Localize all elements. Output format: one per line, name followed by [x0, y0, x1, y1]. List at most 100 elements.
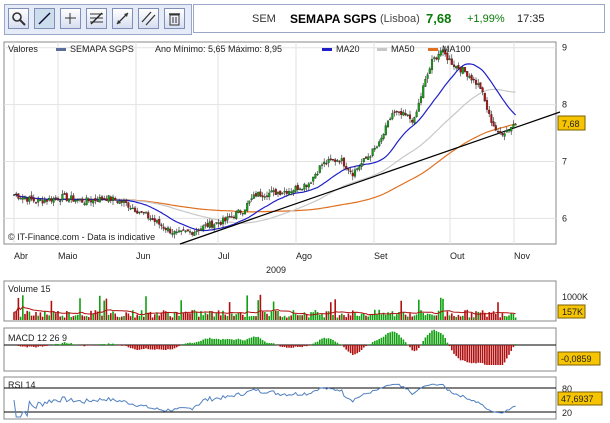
volume-bar [244, 316, 246, 320]
candle-body [268, 192, 271, 198]
volume-bar [345, 317, 347, 320]
candle-body [301, 188, 304, 191]
macd-histogram-bar [143, 345, 145, 349]
ma50-legend: MA50 [391, 44, 415, 54]
volume-bar [224, 314, 226, 320]
macd-label: MACD 12 26 9 [8, 333, 67, 343]
candle-body [419, 96, 423, 103]
volume-bar [437, 310, 440, 320]
volume-bar [92, 313, 94, 320]
volume-bar [442, 298, 444, 320]
volume-bar [264, 312, 266, 320]
volume-bar [514, 317, 517, 320]
macd-histogram-bar [488, 345, 490, 365]
volume-bar [279, 316, 281, 320]
macd-histogram-bar [193, 342, 196, 345]
candle-body [452, 64, 456, 67]
candle-body [375, 146, 379, 149]
volume-bar [510, 313, 512, 320]
volume-bar [220, 315, 222, 320]
crosshair-tool-button[interactable] [60, 8, 81, 29]
candle-body [127, 202, 130, 208]
expand-tool-button[interactable] [112, 8, 133, 29]
volume-bar [215, 313, 218, 320]
macd-histogram-bar [409, 345, 411, 348]
volume-bar [336, 317, 339, 320]
macd-histogram-bar [336, 342, 339, 345]
macd-histogram-bar [369, 344, 372, 345]
volume-bar [103, 300, 105, 320]
volume-bar [209, 310, 211, 320]
macd-histogram-bar [242, 340, 244, 345]
macd-histogram-bar [211, 338, 213, 345]
macd-histogram-bar [248, 338, 251, 345]
volume-bar [312, 312, 314, 320]
candle-body [320, 164, 324, 166]
macd-histogram-bar [68, 343, 70, 345]
time-tick-label: Abr [14, 251, 28, 261]
macd-histogram-bar [321, 338, 323, 345]
parallel-lines-button[interactable] [138, 8, 159, 29]
macd-histogram-bar [451, 345, 453, 351]
volume-bar [167, 312, 169, 320]
fibonacci-tool-button[interactable] [86, 8, 107, 29]
candle-body [186, 229, 189, 232]
macd-histogram-bar [209, 337, 211, 345]
macd-histogram-bar [448, 345, 451, 347]
candle-body [243, 209, 247, 215]
price-tick-label: 8 [562, 100, 567, 110]
candle-body [327, 159, 330, 163]
volume-bar [435, 315, 438, 320]
macd-histogram-bar [429, 332, 431, 345]
macd-histogram-bar [435, 331, 438, 345]
macd-histogram-bar [514, 344, 517, 345]
time-tick-label: Maio [58, 251, 78, 261]
candle-body [336, 160, 339, 162]
candle-body [248, 200, 251, 204]
macd-histogram-bar [365, 345, 367, 347]
candle-body [72, 195, 75, 202]
volume-bar [283, 315, 286, 320]
candle-body [30, 195, 33, 200]
candle-body [413, 117, 416, 124]
candle-body [490, 114, 493, 123]
delete-button[interactable] [164, 8, 185, 29]
volume-bar [250, 316, 253, 320]
diagonal-line-icon [38, 12, 51, 25]
candle-body [488, 109, 491, 114]
line-tool-button[interactable] [34, 8, 55, 29]
volume-bar [118, 317, 121, 320]
candle-body [41, 200, 44, 204]
macd-histogram-bar [123, 345, 125, 346]
candle-body [265, 195, 269, 197]
macd-histogram-bar [479, 345, 482, 363]
volume-bar [33, 315, 35, 320]
volume-bar [277, 310, 279, 320]
candle-body [85, 197, 88, 206]
candle-body [206, 223, 209, 227]
zoom-tool-button[interactable] [8, 8, 29, 29]
macd-histogram-bar [360, 345, 363, 351]
volume-bar [466, 309, 468, 320]
macd-histogram-bar [404, 342, 407, 345]
candle-body [59, 200, 62, 202]
volume-bar [173, 311, 176, 320]
macd-histogram-bar [354, 345, 356, 355]
macd-histogram-bar [246, 339, 248, 345]
macd-histogram-bar [444, 338, 446, 345]
candle-body [433, 57, 436, 59]
volume-bar [24, 313, 26, 320]
macd-histogram-bar [83, 345, 86, 347]
candle-body [226, 216, 229, 221]
candle-body [501, 132, 504, 136]
macd-histogram-bar [107, 343, 110, 345]
candle-body [417, 102, 420, 112]
volume-bar [314, 309, 317, 320]
volume-bar [169, 316, 171, 320]
candle-body [180, 230, 183, 232]
macd-histogram-bar [330, 338, 332, 345]
volume-bar [171, 317, 174, 320]
candle-body [494, 125, 497, 131]
range-text: Ano Mínimo: 5,65 Máximo: 8,95 [155, 44, 282, 54]
